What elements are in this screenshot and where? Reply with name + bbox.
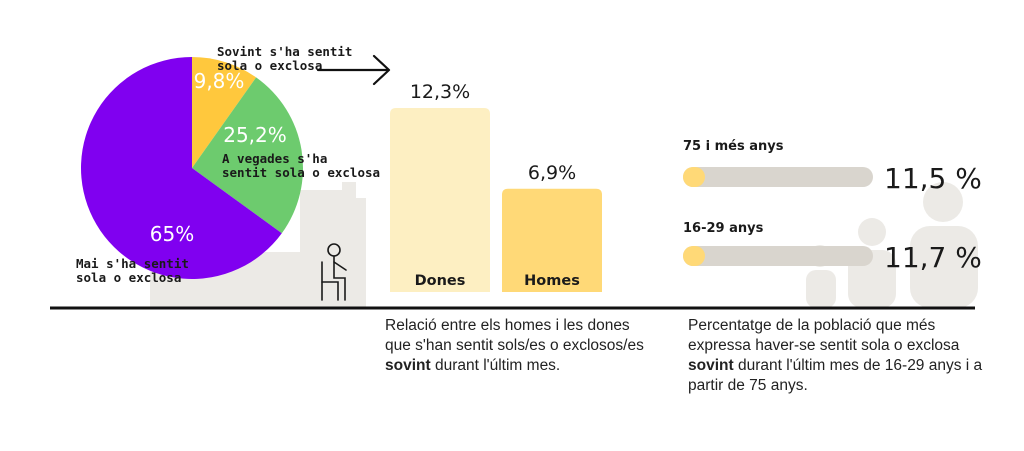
pie-chart: 9,8% 25,2% 65%: [80, 57, 303, 279]
arrow-right-icon: [316, 54, 391, 86]
bar-category-label: Dones: [415, 273, 466, 289]
age-chart-caption: Percentatge de la població que més expre…: [688, 317, 983, 394]
pie-category-labels: Sovint s'ha sentit sola o exclosa A vegade…: [76, 44, 380, 285]
bar-value-label: 12,3%: [410, 81, 470, 103]
seated-person-icon: [321, 243, 347, 301]
age-category-label: 75 i més anys: [683, 139, 784, 154]
pie-value-label: 65%: [150, 222, 194, 246]
bar-homes: [502, 188, 602, 292]
pie-slice-2: [80, 57, 282, 279]
bar-value-label: 6,9%: [528, 162, 576, 184]
bar-track: [683, 246, 873, 266]
bar-dones: [390, 108, 490, 292]
bar-16-29-anys: [683, 246, 705, 266]
pie-value-label: 9,8%: [194, 69, 245, 93]
gender-chart-caption: Relació entre els homes i les dones que …: [385, 317, 644, 374]
bar-category-label: Homes: [524, 273, 580, 289]
age-value-label: 11,5 %: [884, 162, 982, 195]
pie-slice-1: [192, 77, 303, 234]
age-category-label: 16-29 anys: [683, 221, 764, 236]
pie-category-label: Sovint s'ha sentit sola o exclosa: [217, 44, 352, 73]
bar-75-i-mes-anys: [683, 167, 705, 187]
pie-value-label: 25,2%: [223, 123, 287, 147]
age-bar-chart: 75 i més anys 11,5 % 16-29 anys 11,7 %: [683, 139, 982, 274]
pie-category-label: Mai s'ha sentit sola o exclosa: [76, 256, 189, 285]
gender-bar-chart: 12,3% Dones 6,9% Homes: [390, 81, 602, 292]
pie-slice-0: [192, 57, 257, 168]
age-value-label: 11,7 %: [884, 241, 982, 274]
bar-track: [683, 167, 873, 187]
pie-category-label: A vegades s'ha sentit sola o exclosa: [222, 151, 380, 180]
